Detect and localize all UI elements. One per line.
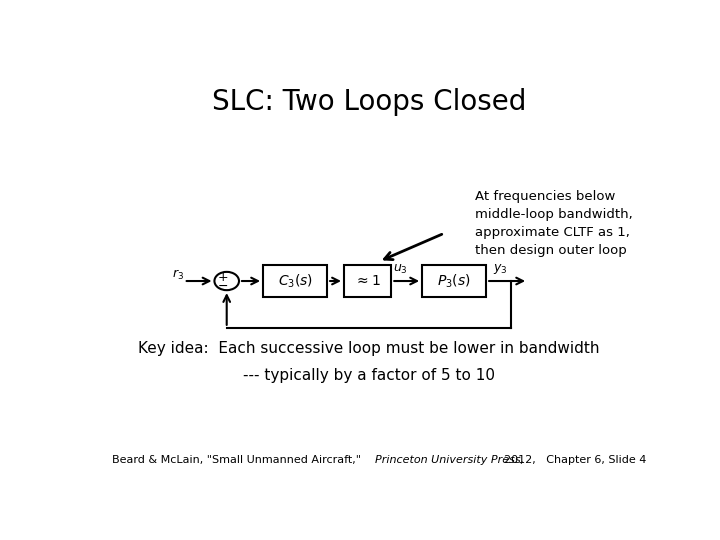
Text: $r_3$: $r_3$ xyxy=(172,268,184,282)
Text: At frequencies below
middle-loop bandwidth,
approximate CLTF as 1,
then design o: At frequencies below middle-loop bandwid… xyxy=(475,190,633,256)
Text: Beard & McLain, "Small Unmanned Aircraft,": Beard & McLain, "Small Unmanned Aircraft… xyxy=(112,455,369,465)
Text: $C_3(s)$: $C_3(s)$ xyxy=(277,272,312,290)
Bar xyxy=(263,266,327,296)
Text: SLC: Two Loops Closed: SLC: Two Loops Closed xyxy=(212,87,526,116)
Text: +: + xyxy=(217,271,228,284)
Circle shape xyxy=(215,272,239,290)
Bar xyxy=(422,266,486,296)
Text: $y_3$: $y_3$ xyxy=(493,262,508,276)
Text: Princeton University Press,: Princeton University Press, xyxy=(375,455,525,465)
Text: Key idea:  Each successive loop must be lower in bandwidth: Key idea: Each successive loop must be l… xyxy=(138,341,600,356)
Text: $\approx 1$: $\approx 1$ xyxy=(354,274,381,288)
Text: --- typically by a factor of 5 to 10: --- typically by a factor of 5 to 10 xyxy=(243,368,495,383)
Text: 2012,   Chapter 6, Slide 4: 2012, Chapter 6, Slide 4 xyxy=(497,455,646,465)
Bar xyxy=(344,266,392,296)
Text: $u_3$: $u_3$ xyxy=(393,263,408,276)
Text: $P_3(s)$: $P_3(s)$ xyxy=(437,272,471,290)
Text: −: − xyxy=(217,280,228,293)
